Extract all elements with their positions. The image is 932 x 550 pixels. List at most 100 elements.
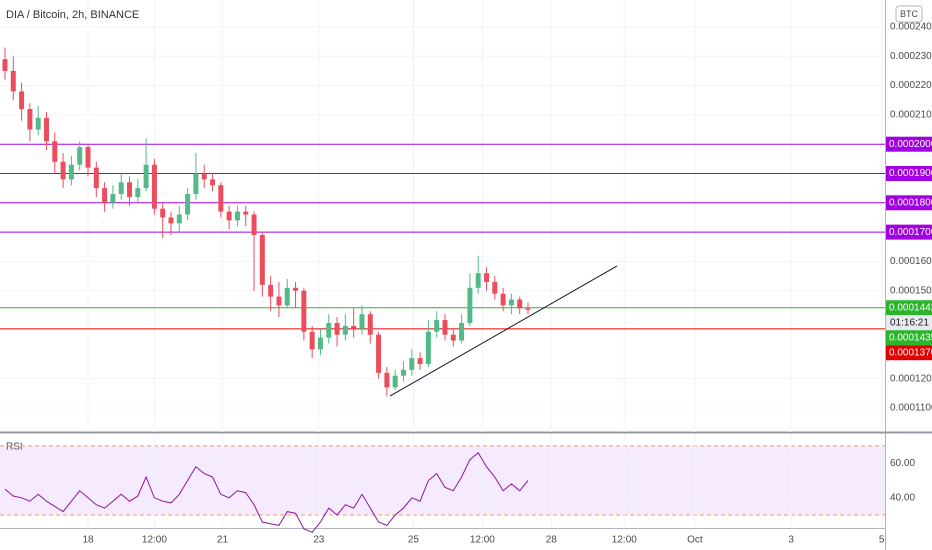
chart-title: DIA / Bitcoin, 2h, BINANCE [6,9,139,21]
candle-body [93,167,99,189]
price-label-box [886,330,932,346]
rsi-title: RSI [6,442,23,453]
candle-body [384,372,390,388]
price-label: 0.0001370 [889,347,932,358]
candle-body [367,314,373,335]
x-tick-label: 12:00 [142,535,167,546]
candle-body [27,109,33,130]
candle-body [10,70,16,92]
y-tick-label: 0.0001100 [890,403,932,414]
x-tick-label: Oct [687,535,703,546]
candle-body [193,173,199,195]
candle-body [525,308,531,310]
candle-body [434,320,440,332]
candle-body [301,290,307,332]
candle-body [226,211,232,221]
candle-body [425,331,431,365]
candle-body [160,208,166,218]
candle-body [135,188,141,197]
candle-body [259,235,265,285]
price-label-box [886,224,932,240]
candle-body [359,314,365,329]
candle-body [376,334,382,373]
price-label-box [886,345,932,361]
candle-body [268,284,274,297]
price-label-box [886,300,932,316]
price-label-box [886,136,932,152]
candle-body [201,173,207,180]
candle-body [44,117,49,142]
candle-body [467,287,473,323]
candle-body [492,281,498,294]
candle-body [351,325,357,329]
candle-body [77,147,83,165]
rsi-band-fill [0,445,885,516]
candle-body [176,214,182,224]
price-label-box [886,166,932,182]
price-label: 0.0001900 [889,168,932,179]
candle-body [459,322,465,341]
x-tick-label: 3 [788,535,794,546]
candle-body [210,179,216,186]
x-tick-label: 12:00 [612,535,637,546]
candle-body [417,358,423,365]
candle-body [127,182,133,197]
candle-body [118,182,124,195]
candle-body [284,287,290,306]
candle-body [409,358,415,370]
candle-body [143,164,149,189]
x-tick-label: 25 [408,535,420,546]
candle-body [68,164,74,180]
candle-body [85,147,91,168]
candle-body [2,59,8,71]
candle-body [218,185,224,212]
x-tick-label: 5 [879,535,885,546]
candle-body [35,117,41,130]
candle-body [309,331,315,350]
candle-body [185,194,191,215]
price-label: 0.0001800 [889,197,932,208]
rsi-tick-label: 40.00 [890,492,915,503]
candle-body [293,287,299,291]
countdown-box [886,315,932,331]
candle-body [234,211,240,221]
candle-body [243,211,249,215]
price-label: 0.0001435 [889,332,932,343]
candle-body [151,164,157,209]
price-label: 0.0001442 [889,302,932,313]
candle-body [52,141,58,162]
price-label: 0.0002000 [889,139,932,150]
currency-button[interactable] [895,5,923,23]
price-label-box [886,195,932,211]
candle-body [326,322,332,338]
candle-body [508,299,514,306]
x-tick-label: 12:00 [470,535,495,546]
candle-body [168,217,174,224]
candle-body [392,375,398,388]
candle-body [500,293,506,306]
currency-label: BTC [900,9,919,19]
candle-body [342,325,348,335]
price-label: 0.0001700 [889,227,932,238]
candle-body [442,320,448,335]
x-tick-label: 23 [313,535,325,546]
x-tick-label: 18 [82,535,94,546]
candle-body [484,273,489,282]
candle-body [60,161,66,180]
candle-body [251,214,257,236]
candle-body [19,91,25,110]
rsi-tick-label: 60.00 [890,458,915,469]
candle-body [317,337,323,350]
x-tick-label: 28 [546,535,558,546]
candle-body [276,296,282,306]
candle-body [450,334,456,341]
countdown-label: 01:16:21 [890,317,929,328]
candle-body [517,299,523,309]
